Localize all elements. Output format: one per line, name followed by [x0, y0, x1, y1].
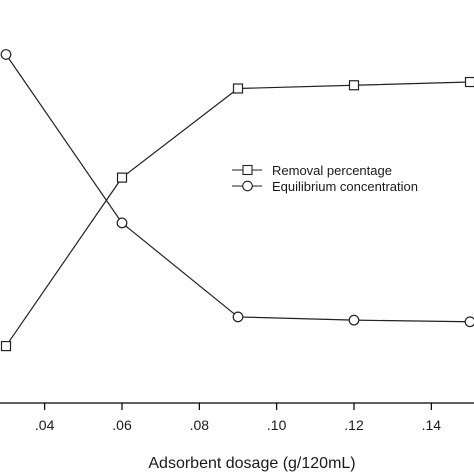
data-point-square [0, 340, 12, 352]
data-point-circle [464, 316, 474, 328]
legend-circle-icon [242, 180, 253, 192]
data-point-square [232, 83, 244, 94]
series-equilibrium-concentration [0, 49, 474, 328]
series-layer [0, 49, 474, 352]
data-point-circle [0, 49, 12, 60]
data-point-circle [232, 311, 244, 323]
data-point-circle [116, 217, 128, 229]
series-line [5, 81, 471, 347]
data-point-circle [348, 314, 360, 326]
legend-label: Equilibrium concentration [272, 179, 418, 194]
legend-label: Removal percentage [272, 163, 392, 178]
x-tick-label: .10 [267, 417, 287, 433]
x-axis-title: Adsorbent dosage (g/120mL) [148, 455, 355, 472]
data-point-square [116, 172, 128, 183]
x-tick-label: .04 [35, 417, 55, 433]
x-tick-label: .06 [112, 417, 132, 433]
data-point-square [464, 76, 474, 88]
legend-square-icon [242, 164, 253, 176]
data-point-square [348, 80, 360, 91]
x-tick-label: .08 [190, 417, 210, 433]
axes: .04 .06 .08 .10 .12 .14 [0, 402, 474, 433]
series-removal-percentage [0, 76, 474, 352]
x-tick-label: .12 [344, 417, 364, 433]
x-tick-label: .14 [422, 417, 442, 433]
